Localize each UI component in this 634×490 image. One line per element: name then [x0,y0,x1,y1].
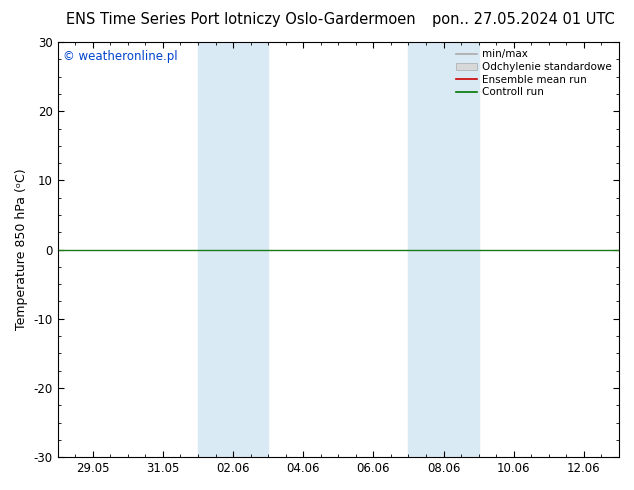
Legend: min/max, Odchylenie standardowe, Ensemble mean run, Controll run: min/max, Odchylenie standardowe, Ensembl… [454,47,614,99]
Text: © weatheronline.pl: © weatheronline.pl [63,50,178,63]
Bar [408,42,444,457]
Text: pon.. 27.05.2024 01 UTC: pon.. 27.05.2024 01 UTC [432,12,615,27]
Bar [198,42,233,457]
Text: ENS Time Series Port lotniczy Oslo-Gardermoen: ENS Time Series Port lotniczy Oslo-Garde… [66,12,416,27]
Bar [233,42,268,457]
Y-axis label: Temperature 850 hPa (ᵒC): Temperature 850 hPa (ᵒC) [15,169,28,330]
Bar [444,42,479,457]
